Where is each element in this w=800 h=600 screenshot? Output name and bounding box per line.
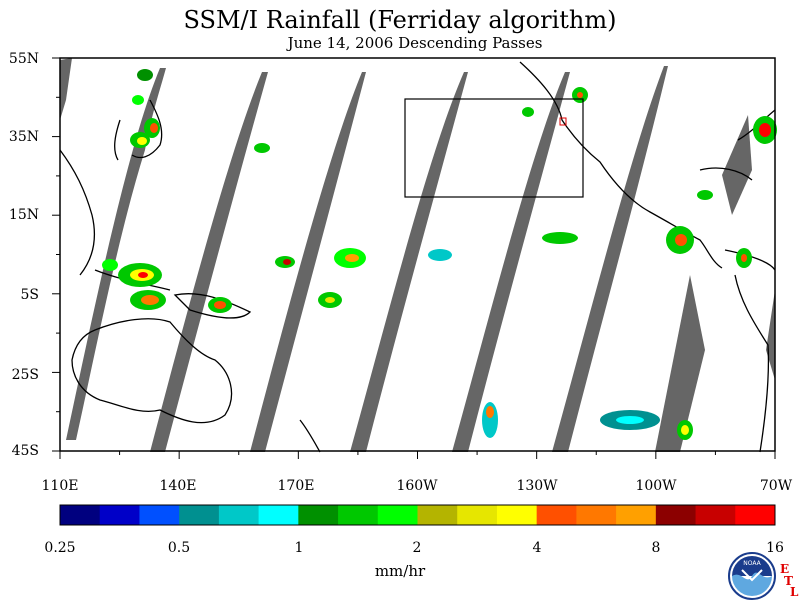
lat-label: 15N [8,207,39,223]
swath-gap [66,68,166,440]
colorbar-swatch [218,505,260,525]
colorbar-swatch [695,505,736,525]
colorbar-tick-label: 2 [412,540,422,556]
chart-title: SSM/I Rainfall (Ferriday algorithm) [183,6,617,34]
coastline [114,119,121,161]
coastline [59,149,95,276]
colorbar-swatch [99,505,140,525]
axis-ticks [52,57,776,459]
logo-letter-l: L [790,585,799,599]
lon-label: 160W [396,478,438,494]
colorbar-swatch [417,505,458,525]
rain-cluster-itcz [275,190,752,308]
svg-text:NOAA: NOAA [743,560,761,567]
lon-label: 130W [516,478,558,494]
chart-subtitle: June 14, 2006 Descending Passes [287,34,543,52]
colorbar-tick-label: 16 [766,540,784,556]
lon-label: 100W [635,478,677,494]
lon-label: 70W [759,478,793,494]
lat-label: 55N [8,51,39,67]
colorbar-tick-label: 0.25 [44,540,76,556]
colorbar-swatch [576,505,617,525]
colorbar-swatch [60,505,101,525]
coastline [734,274,770,453]
lon-label: 140E [159,478,197,494]
coastline [724,249,776,271]
logo-letter-t: T [784,574,793,588]
highlight-marker [559,117,567,126]
rain-cluster-southern [482,402,693,440]
colorbar-swatch [179,505,220,525]
coastline [71,318,233,424]
coastline [131,99,163,159]
swath-gap [722,115,752,215]
swath-gap [60,58,72,120]
noaa-logo: NOAA [728,552,776,600]
lat-label: 35N [8,129,39,145]
colorbar-swatch [377,505,418,525]
colorbar-swatch [616,505,657,525]
colorbar-swatch [338,505,379,525]
swath-gap [350,72,468,452]
rain-cluster-japan [130,69,160,148]
colorbar-swatch [258,505,299,525]
rainfall-patches [102,69,777,440]
swath-gaps [60,58,775,452]
colorbar-swatch [298,505,339,525]
colorbar-frame [59,504,776,526]
lon-label: 110E [41,478,79,494]
colorbar-swatch [496,505,538,525]
colorbar-swatch [735,505,776,525]
swath-gap [150,72,268,452]
colorbar [59,504,776,526]
coastline [173,293,252,319]
swath-gap [250,72,366,452]
colorbar-swatch [457,505,498,525]
colorbar-swatch [536,505,577,525]
coastline [519,61,723,269]
rain-cluster-philippines [102,259,232,313]
lon-label: 170E [277,478,315,494]
logo-letter-e: E [780,562,790,576]
colorbar-tick-label: 0.5 [167,540,191,556]
region-box [404,98,584,198]
lat-label: 25S [11,367,39,383]
colorbar-tick-label: 1 [294,540,304,556]
colorbar-swatch [139,505,180,525]
lat-label: 5S [20,287,40,303]
swath-gap [552,66,668,452]
colorbar-tick-label: 4 [532,540,542,556]
colorbar-swatch [655,505,697,525]
colorbar-tick-label: 8 [651,540,661,556]
lat-label: 45S [11,443,39,459]
swath-gap [655,275,705,452]
colorbar-units: mm/hr [374,562,426,580]
coastline [699,167,753,181]
coastline [299,419,321,453]
swath-gap [452,72,570,452]
